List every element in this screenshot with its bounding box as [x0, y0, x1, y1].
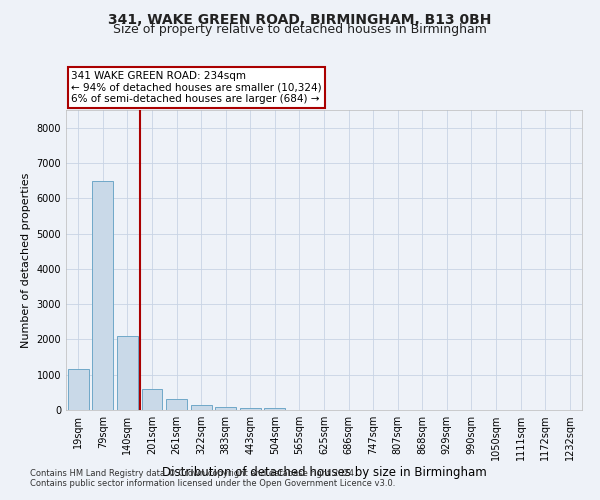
Text: Contains HM Land Registry data © Crown copyright and database right 2024.: Contains HM Land Registry data © Crown c…: [30, 468, 356, 477]
Bar: [240, 408, 261, 410]
Bar: [191, 404, 212, 410]
X-axis label: Distribution of detached houses by size in Birmingham: Distribution of detached houses by size …: [161, 466, 487, 479]
Bar: [215, 407, 236, 410]
Bar: [68, 370, 89, 410]
Bar: [92, 180, 113, 410]
Bar: [265, 408, 286, 410]
Text: Size of property relative to detached houses in Birmingham: Size of property relative to detached ho…: [113, 22, 487, 36]
Text: Contains public sector information licensed under the Open Government Licence v3: Contains public sector information licen…: [30, 478, 395, 488]
Bar: [166, 400, 187, 410]
Y-axis label: Number of detached properties: Number of detached properties: [21, 172, 31, 348]
Bar: [117, 336, 138, 410]
Bar: [142, 389, 163, 410]
Text: 341, WAKE GREEN ROAD, BIRMINGHAM, B13 0BH: 341, WAKE GREEN ROAD, BIRMINGHAM, B13 0B…: [109, 12, 491, 26]
Text: 341 WAKE GREEN ROAD: 234sqm
← 94% of detached houses are smaller (10,324)
6% of : 341 WAKE GREEN ROAD: 234sqm ← 94% of det…: [71, 71, 322, 104]
